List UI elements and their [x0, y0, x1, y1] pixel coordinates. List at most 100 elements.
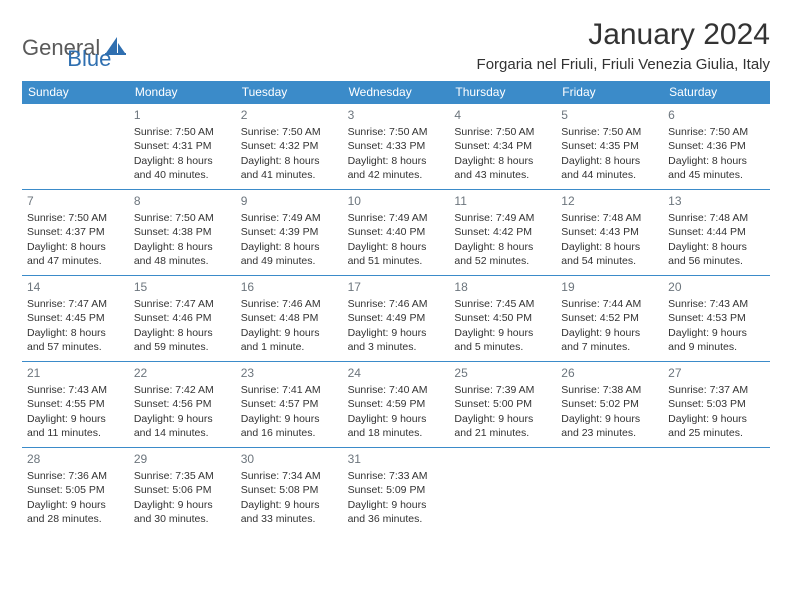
- day-number: 27: [668, 365, 765, 381]
- day-number: 26: [561, 365, 658, 381]
- daylight-line-1: Daylight: 8 hours: [561, 154, 658, 168]
- daylight-line-2: and 21 minutes.: [454, 426, 551, 440]
- daylight-line-2: and 57 minutes.: [27, 340, 124, 354]
- day-header: Sunday: [22, 81, 129, 103]
- daylight-line-2: and 48 minutes.: [134, 254, 231, 268]
- day-number: 6: [668, 107, 765, 123]
- sunrise-line: Sunrise: 7:41 AM: [241, 383, 338, 397]
- day-number: 14: [27, 279, 124, 295]
- calendar-cell: 3Sunrise: 7:50 AMSunset: 4:33 PMDaylight…: [343, 103, 450, 189]
- day-header: Monday: [129, 81, 236, 103]
- sunrise-line: Sunrise: 7:38 AM: [561, 383, 658, 397]
- sunrise-line: Sunrise: 7:36 AM: [27, 469, 124, 483]
- sunrise-line: Sunrise: 7:33 AM: [348, 469, 445, 483]
- calendar-cell: 1Sunrise: 7:50 AMSunset: 4:31 PMDaylight…: [129, 103, 236, 189]
- sunset-line: Sunset: 5:08 PM: [241, 483, 338, 497]
- sunset-line: Sunset: 5:03 PM: [668, 397, 765, 411]
- sunrise-line: Sunrise: 7:50 AM: [241, 125, 338, 139]
- sunset-line: Sunset: 4:56 PM: [134, 397, 231, 411]
- daylight-line-1: Daylight: 8 hours: [134, 154, 231, 168]
- calendar-cell: 17Sunrise: 7:46 AMSunset: 4:49 PMDayligh…: [343, 275, 450, 361]
- sunset-line: Sunset: 4:34 PM: [454, 139, 551, 153]
- title-block: January 2024 Forgaria nel Friuli, Friuli…: [477, 18, 770, 73]
- sunset-line: Sunset: 4:49 PM: [348, 311, 445, 325]
- calendar-cell: 20Sunrise: 7:43 AMSunset: 4:53 PMDayligh…: [663, 275, 770, 361]
- day-number: 5: [561, 107, 658, 123]
- day-number: 19: [561, 279, 658, 295]
- sunrise-line: Sunrise: 7:50 AM: [134, 125, 231, 139]
- sunset-line: Sunset: 4:46 PM: [134, 311, 231, 325]
- daylight-line-2: and 23 minutes.: [561, 426, 658, 440]
- calendar-cell: 10Sunrise: 7:49 AMSunset: 4:40 PMDayligh…: [343, 189, 450, 275]
- sunrise-line: Sunrise: 7:46 AM: [348, 297, 445, 311]
- calendar-cell-empty: [663, 447, 770, 533]
- daylight-line-1: Daylight: 8 hours: [348, 154, 445, 168]
- day-number: 28: [27, 451, 124, 467]
- sunset-line: Sunset: 4:35 PM: [561, 139, 658, 153]
- sunset-line: Sunset: 4:48 PM: [241, 311, 338, 325]
- daylight-line-1: Daylight: 9 hours: [348, 498, 445, 512]
- day-number: 4: [454, 107, 551, 123]
- sunset-line: Sunset: 4:40 PM: [348, 225, 445, 239]
- calendar-cell: 29Sunrise: 7:35 AMSunset: 5:06 PMDayligh…: [129, 447, 236, 533]
- daylight-line-2: and 56 minutes.: [668, 254, 765, 268]
- daylight-line-1: Daylight: 9 hours: [27, 412, 124, 426]
- day-number: 30: [241, 451, 338, 467]
- calendar-cell: 28Sunrise: 7:36 AMSunset: 5:05 PMDayligh…: [22, 447, 129, 533]
- calendar-cell: 9Sunrise: 7:49 AMSunset: 4:39 PMDaylight…: [236, 189, 343, 275]
- day-number: 21: [27, 365, 124, 381]
- sunset-line: Sunset: 4:32 PM: [241, 139, 338, 153]
- daylight-line-1: Daylight: 9 hours: [348, 326, 445, 340]
- sunset-line: Sunset: 5:00 PM: [454, 397, 551, 411]
- daylight-line-2: and 47 minutes.: [27, 254, 124, 268]
- daylight-line-2: and 33 minutes.: [241, 512, 338, 526]
- daylight-line-1: Daylight: 9 hours: [241, 326, 338, 340]
- sunset-line: Sunset: 5:02 PM: [561, 397, 658, 411]
- daylight-line-1: Daylight: 9 hours: [348, 412, 445, 426]
- calendar-cell: 16 Sunrise: 7:46 AMSunset: 4:48 PMDayligh…: [236, 275, 343, 361]
- daylight-line-1: Daylight: 9 hours: [454, 412, 551, 426]
- calendar-cell: 13Sunrise: 7:48 AMSunset: 4:44 PMDayligh…: [663, 189, 770, 275]
- day-number: 15: [134, 279, 231, 295]
- daylight-line-2: and 49 minutes.: [241, 254, 338, 268]
- day-number: 10: [348, 193, 445, 209]
- sunset-line: Sunset: 4:52 PM: [561, 311, 658, 325]
- page-title: January 2024: [477, 18, 770, 52]
- daylight-line-2: and 52 minutes.: [454, 254, 551, 268]
- daylight-line-2: and 42 minutes.: [348, 168, 445, 182]
- sunset-line: Sunset: 4:36 PM: [668, 139, 765, 153]
- location-text: Forgaria nel Friuli, Friuli Venezia Giul…: [477, 56, 770, 73]
- calendar-cell: 4Sunrise: 7:50 AMSunset: 4:34 PMDaylight…: [449, 103, 556, 189]
- calendar-cell: 2Sunrise: 7:50 AMSunset: 4:32 PMDaylight…: [236, 103, 343, 189]
- daylight-line-1: Daylight: 8 hours: [27, 326, 124, 340]
- day-number: 1: [134, 107, 231, 123]
- calendar-cell-empty: [449, 447, 556, 533]
- sunset-line: Sunset: 4:42 PM: [454, 225, 551, 239]
- daylight-line-1: Daylight: 9 hours: [134, 498, 231, 512]
- calendar-cell: 19Sunrise: 7:44 AMSunset: 4:52 PMDayligh…: [556, 275, 663, 361]
- day-number: 16: [241, 279, 338, 295]
- daylight-line-1: Daylight: 8 hours: [241, 154, 338, 168]
- day-number: 8: [134, 193, 231, 209]
- sunrise-line: Sunrise: 7:47 AM: [27, 297, 124, 311]
- day-header: Wednesday: [343, 81, 450, 103]
- sunrise-line: Sunrise: 7:43 AM: [668, 297, 765, 311]
- sunrise-line: Sunrise: 7:46 AM: [241, 297, 338, 311]
- calendar-grid: SundayMondayTuesdayWednesdayThursdayFrid…: [22, 81, 770, 533]
- day-number: 23: [241, 365, 338, 381]
- daylight-line-2: and 30 minutes.: [134, 512, 231, 526]
- calendar-cell: 31Sunrise: 7:33 AMSunset: 5:09 PMDayligh…: [343, 447, 450, 533]
- sunrise-line: Sunrise: 7:50 AM: [348, 125, 445, 139]
- daylight-line-1: Daylight: 8 hours: [454, 154, 551, 168]
- daylight-line-2: and 36 minutes.: [348, 512, 445, 526]
- sunset-line: Sunset: 4:50 PM: [454, 311, 551, 325]
- calendar-cell: 23Sunrise: 7:41 AMSunset: 4:57 PMDayligh…: [236, 361, 343, 447]
- daylight-line-1: Daylight: 9 hours: [134, 412, 231, 426]
- sunset-line: Sunset: 5:09 PM: [348, 483, 445, 497]
- sunrise-line: Sunrise: 7:37 AM: [668, 383, 765, 397]
- sunrise-line: Sunrise: 7:48 AM: [561, 211, 658, 225]
- sunset-line: Sunset: 4:43 PM: [561, 225, 658, 239]
- daylight-line-2: and 18 minutes.: [348, 426, 445, 440]
- calendar-cell: 11Sunrise: 7:49 AMSunset: 4:42 PMDayligh…: [449, 189, 556, 275]
- day-number: 18: [454, 279, 551, 295]
